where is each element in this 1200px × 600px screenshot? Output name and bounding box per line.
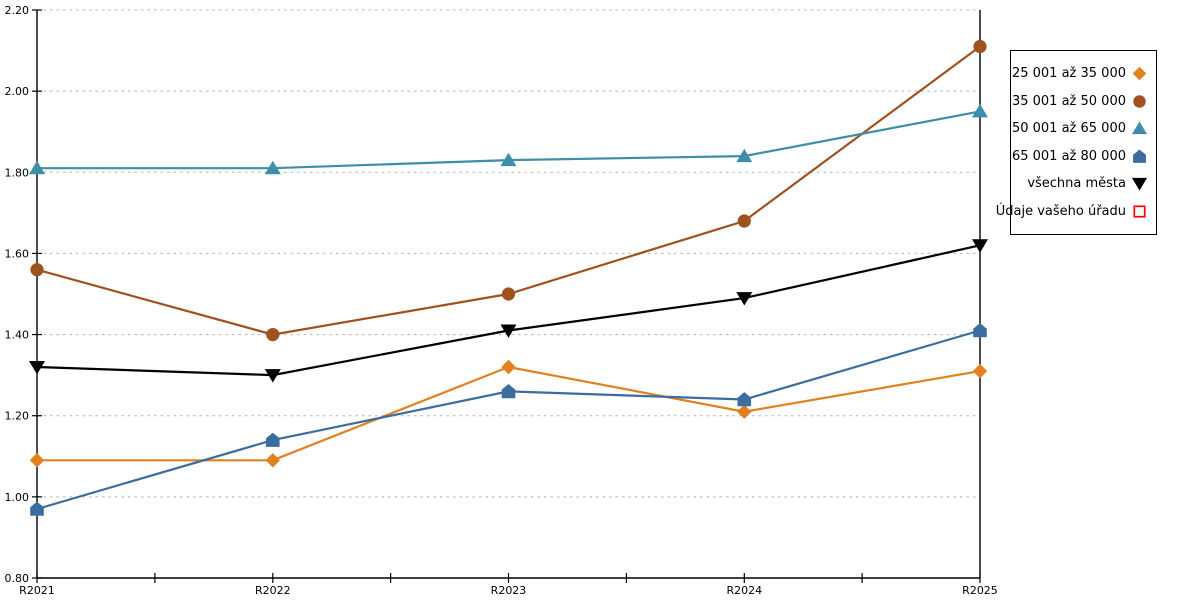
x-category-label: R2022 — [255, 584, 291, 597]
legend-label: 65 001 až 80 000 — [1011, 148, 1126, 164]
x-category-label: R2023 — [491, 584, 527, 597]
data-point-s3-R2021 — [30, 501, 44, 516]
legend-item: 25 001 až 35 000 — [1011, 60, 1150, 88]
data-point-s1-R2024 — [737, 214, 751, 228]
circle-glyph — [1133, 95, 1146, 108]
data-point-s0-R2021 — [29, 453, 45, 468]
y-tick-label: 2.20 — [5, 4, 30, 17]
data-point-s3-R2022 — [266, 432, 280, 447]
pentagon-legend-icon — [1133, 149, 1146, 163]
data-point-s4-R2025 — [972, 239, 988, 253]
x-category-label: R2021 — [19, 584, 55, 597]
diamond-glyph — [1132, 66, 1147, 81]
y-tick-label: 1.40 — [5, 329, 30, 342]
legend-label: 35 001 až 50 000 — [1011, 93, 1126, 109]
data-point-s4-R2021 — [29, 361, 45, 375]
data-point-s2-R2024 — [736, 148, 753, 163]
legend-item: Údaje vašeho úřadu — [996, 198, 1150, 226]
data-point-s1-R2023 — [501, 287, 516, 301]
y-tick-label: 1.60 — [5, 247, 30, 260]
x-category-label: R2024 — [726, 584, 762, 597]
square-open-legend-icon — [1133, 205, 1146, 218]
series-line-3 — [36, 329, 981, 511]
legend-label: Údaje vašeho úřadu — [995, 203, 1126, 219]
series-line-0 — [37, 365, 981, 462]
data-point-s0-R2025 — [972, 363, 988, 379]
data-point-s2-R2022 — [264, 160, 281, 175]
data-point-s0-R2023 — [501, 359, 516, 375]
legend-box: 25 001 až 35 000 35 001 až 50 000 50 001 a… — [996, 50, 1157, 235]
legend-item: 50 001 až 65 000 — [1011, 115, 1150, 143]
data-point-s3-R2024 — [737, 392, 752, 407]
legend-label: všechna města — [1027, 176, 1126, 192]
triangle-down-legend-icon — [1131, 178, 1148, 191]
square-open-glyph — [1133, 205, 1146, 218]
y-tick-label: 1.20 — [5, 410, 30, 423]
triangle-down-glyph — [1131, 178, 1148, 191]
data-point-s2-R2021 — [29, 160, 45, 175]
legend-item: 65 001 až 80 000 — [1011, 143, 1150, 171]
data-point-s2-R2025 — [972, 104, 988, 118]
legend-item: 35 001 až 50 000 — [1011, 88, 1150, 116]
data-point-s1-R2021 — [30, 263, 44, 277]
data-point-s0-R2024 — [737, 404, 752, 419]
diamond-legend-icon — [1132, 66, 1147, 81]
y-tick-label: 1.80 — [5, 166, 30, 179]
legend-label: 50 001 až 65 000 — [1011, 121, 1126, 137]
triangle-up-legend-icon — [1131, 121, 1148, 135]
data-point-s2-R2023 — [500, 152, 517, 167]
data-point-s1-R2022 — [266, 328, 280, 342]
legend-item: všechna města — [1015, 170, 1150, 198]
data-point-s1-R2025 — [973, 39, 987, 54]
data-point-s0-R2022 — [265, 453, 280, 468]
y-tick-label: 0.80 — [5, 572, 30, 585]
pentagon-glyph — [1133, 149, 1146, 163]
legend-label: 25 001 až 35 000 — [1011, 66, 1126, 82]
data-point-s3-R2023 — [501, 384, 516, 399]
x-category-label: R2025 — [962, 584, 998, 597]
y-tick-label: 2.00 — [5, 85, 30, 98]
circle-legend-icon — [1133, 95, 1146, 108]
series-line-4 — [36, 244, 981, 377]
data-point-s3-R2025 — [973, 323, 987, 338]
y-tick-label: 1.00 — [5, 491, 30, 504]
triangle-up-glyph — [1131, 121, 1148, 135]
data-point-s4-R2022 — [264, 369, 281, 383]
data-point-s4-R2023 — [500, 324, 517, 338]
data-point-s4-R2024 — [736, 292, 753, 306]
